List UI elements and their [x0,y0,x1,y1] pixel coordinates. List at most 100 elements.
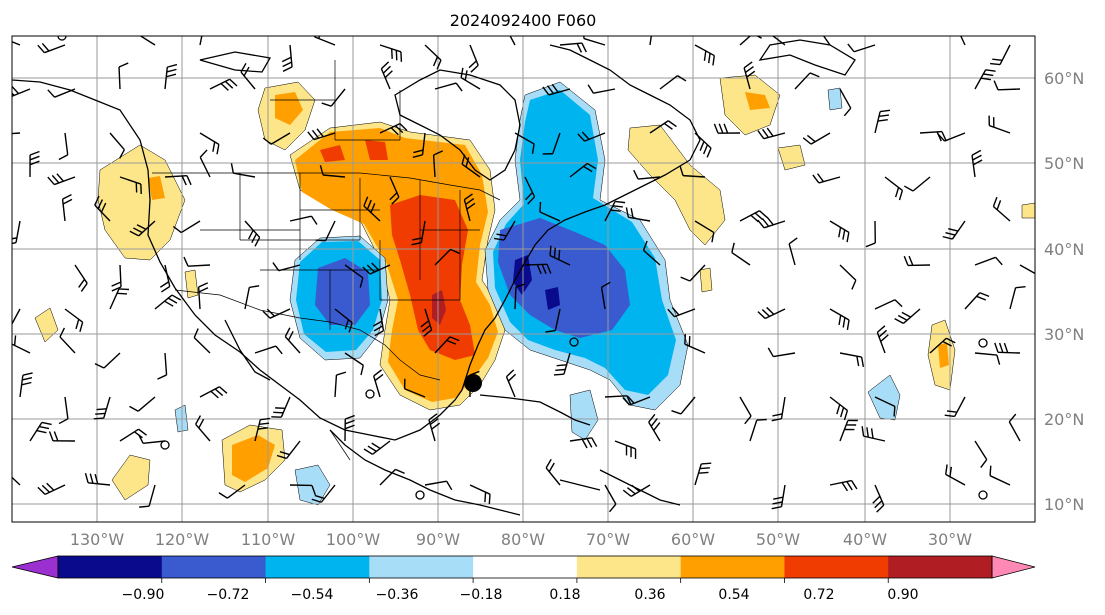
wind-barb [109,288,130,310]
negative-anomaly-region [827,87,843,111]
wind-barb [64,308,84,332]
wind-barb [37,43,66,54]
wind-barb [254,417,271,442]
wind-barb [642,240,661,266]
colorbar-tick-label: 0.54 [718,587,749,603]
wind-barb [739,36,763,46]
lon-label: 100°W [326,530,381,549]
wind-barb [960,36,966,46]
wind-barb [240,62,256,90]
wind-barb [334,371,347,398]
wind-barb [389,176,400,205]
wind-barb [424,44,442,70]
wind-barb [604,484,617,513]
wind-barb [894,308,921,325]
positive-anomaly-region [1021,202,1035,219]
wind-barb [244,220,261,247]
wind-barb [739,396,752,425]
colorbar-tick-label: 0.36 [634,587,665,603]
colorbar-tick-label: −0.18 [460,587,503,603]
lon-label: 130°W [70,530,125,549]
longitude-labels: 130°W 120°W 110°W 100°W 90°W 80°W 70°W 6… [70,530,972,549]
colorbar-bin [576,556,682,578]
colorbar-labels: −0.90 −0.72 −0.54 −0.36 −0.18 0.18 0.36 … [122,587,919,603]
wind-barb [569,437,598,449]
wind-barb [434,248,460,266]
wind-barb [694,44,715,66]
wind-barb [649,120,677,134]
latitude-labels: 60°N 50°N 40°N 30°N 20°N 10°N [1044,69,1084,514]
colorbar [11,555,1036,583]
wind-barb [262,308,291,319]
wind-barb [622,395,651,406]
wind-barb [379,468,405,486]
wind-barb [822,36,831,46]
wind-barb [372,308,385,337]
positive-anomaly-region [627,124,726,246]
wind-barb [47,173,76,186]
map-contents [12,36,1035,522]
wind-barb [604,200,626,222]
wind-barb [284,327,301,354]
colorbar-extend-high [991,555,1036,579]
wind-barb [154,294,182,310]
wind-barb [129,396,156,412]
wind-barb [193,328,211,354]
lat-label: 60°N [1044,69,1084,88]
wind-barb [542,132,561,155]
wind-barb [839,352,865,368]
wind-barb [509,36,516,46]
lat-label: 20°N [1044,410,1084,429]
wind-barb [974,256,1003,266]
wind-barb [990,44,1011,66]
wind-barb [992,196,1011,222]
wind-barb [460,67,481,90]
wind-barb [157,352,168,380]
wind-barb [199,36,203,46]
wind-barb [434,82,463,92]
positive-anomaly-region [232,435,275,482]
wind-barb [739,210,768,223]
wind-barb [694,220,715,243]
colorbar-bin [888,556,993,578]
colorbar-tick-label: −0.72 [207,587,250,603]
wind-barb [111,264,122,292]
wind-barb [463,193,476,222]
wind-barb [679,165,706,178]
wind-barb [307,128,336,141]
wind-barb [559,42,587,53]
wind-barb [757,216,786,229]
wind-barb [1008,413,1021,442]
wind-barb [524,263,552,275]
wind-barb [315,220,336,242]
wind-barb [432,150,444,178]
calm-circles [57,36,988,500]
wind-barb [1019,264,1035,275]
wind-barb [411,220,426,246]
wind-barb [874,109,891,134]
wind-barb [944,396,966,418]
wind-barb [937,132,966,142]
wind-barb [771,484,786,510]
wind-barb [749,418,767,442]
wind-barb [281,44,293,72]
wind-barb [577,131,606,142]
positive-anomaly-region [745,92,770,110]
wind-barb [379,44,403,62]
wind-barb [172,220,201,234]
wind-barb [230,163,256,178]
wind-barb [289,215,318,225]
wind-barb [553,352,571,376]
lat-label: 30°N [1044,325,1084,344]
negative-anomaly-region [315,258,370,325]
wind-barb [199,386,228,399]
wind-barb [379,123,408,136]
wind-barb [159,264,171,293]
positive-anomaly-region [97,144,186,261]
colorbar-extend-low [11,555,59,579]
wind-barb [412,132,426,159]
wind-barb [373,369,384,398]
wind-barb [29,421,52,442]
wind-barb [118,62,129,90]
wind-barb [403,378,426,398]
